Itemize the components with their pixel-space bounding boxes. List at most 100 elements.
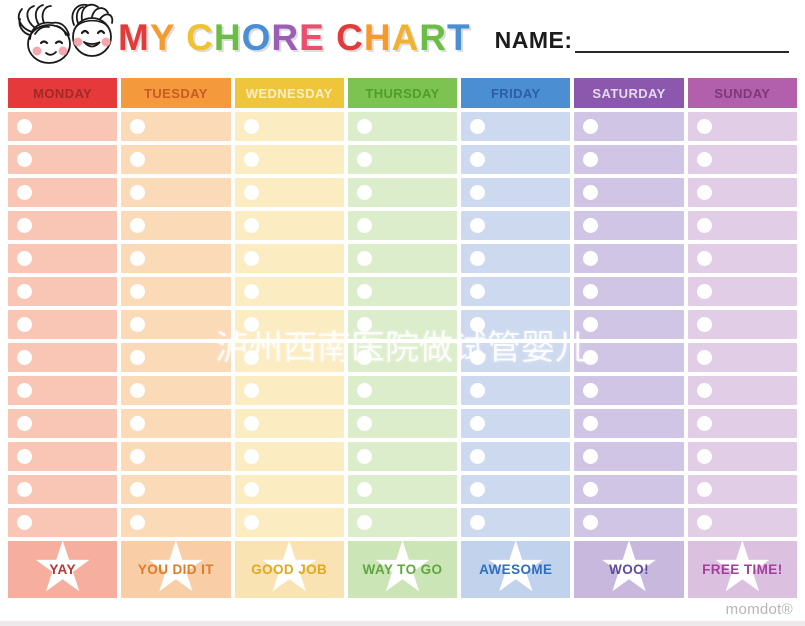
bullet-circle-icon bbox=[583, 284, 599, 299]
bullet-circle-icon bbox=[243, 218, 259, 233]
kids-logo bbox=[12, 1, 116, 76]
bullet-circle-icon bbox=[583, 515, 599, 530]
bullet-circle-icon bbox=[243, 284, 259, 299]
chore-cell bbox=[8, 145, 118, 174]
bullet-circle-icon bbox=[356, 218, 372, 233]
chore-cell bbox=[121, 310, 231, 339]
chore-cell bbox=[234, 343, 344, 372]
chore-cell bbox=[347, 508, 458, 537]
bullet-circle-icon bbox=[356, 482, 372, 497]
reward-label: GOOD JOB bbox=[251, 562, 328, 577]
bullet-circle-icon bbox=[583, 251, 599, 266]
bullet-circle-icon bbox=[17, 515, 32, 530]
chore-cell bbox=[461, 178, 571, 207]
reward-label: YAY bbox=[49, 562, 76, 577]
chore-cell bbox=[687, 145, 797, 174]
reward-cell: ★ FREE TIME! bbox=[687, 532, 797, 602]
bullet-circle-icon bbox=[243, 251, 259, 266]
bullet-circle-icon bbox=[17, 185, 32, 200]
page-title: MY CHORE CHART bbox=[118, 17, 471, 59]
bullet-circle-icon bbox=[130, 383, 146, 398]
chore-cell bbox=[347, 112, 458, 141]
bullet-circle-icon bbox=[696, 251, 712, 266]
title-letter: C bbox=[336, 17, 364, 58]
bullet-circle-icon bbox=[356, 449, 372, 464]
bullet-circle-icon bbox=[470, 449, 486, 464]
chore-cell bbox=[461, 310, 571, 339]
chore-cell bbox=[347, 376, 458, 405]
bullet-circle-icon bbox=[470, 251, 486, 266]
bullet-circle-icon bbox=[696, 152, 712, 167]
chore-cell bbox=[687, 475, 797, 504]
chore-cell bbox=[8, 178, 118, 207]
bullet-circle-icon bbox=[17, 449, 32, 464]
chore-cell bbox=[8, 508, 118, 537]
title-letter: E bbox=[299, 17, 325, 58]
bullet-circle-icon bbox=[243, 416, 259, 431]
title-letter: M bbox=[118, 17, 150, 58]
chore-cell bbox=[234, 442, 344, 471]
bullet-circle-icon bbox=[130, 449, 146, 464]
kids-faces-icon bbox=[18, 3, 114, 64]
bullet-circle-icon bbox=[17, 152, 32, 167]
page-header: MY CHORE CHART NAME: bbox=[0, 0, 805, 76]
name-blank-line bbox=[574, 31, 789, 53]
bullet-circle-icon bbox=[583, 185, 599, 200]
chore-cell bbox=[347, 343, 458, 372]
reward-cell: ★ YAY bbox=[8, 532, 118, 602]
chore-cell bbox=[8, 277, 118, 306]
bullet-circle-icon bbox=[17, 383, 32, 398]
chore-cell bbox=[461, 343, 571, 372]
bullet-circle-icon bbox=[356, 350, 372, 365]
bullet-circle-icon bbox=[243, 152, 259, 167]
watermark-text: 泸州西南医院做试管婴儿 bbox=[215, 328, 589, 368]
chore-cell bbox=[8, 376, 118, 405]
chore-cell bbox=[347, 409, 458, 438]
chore-cell bbox=[121, 244, 231, 273]
bullet-circle-icon bbox=[356, 317, 372, 332]
chore-cell bbox=[687, 442, 797, 471]
bullet-circle-icon bbox=[470, 218, 486, 233]
bullet-circle-icon bbox=[356, 383, 372, 398]
chore-cell bbox=[687, 178, 797, 207]
bullet-circle-icon bbox=[17, 482, 32, 497]
bullet-circle-icon bbox=[243, 383, 259, 398]
chore-cell bbox=[461, 475, 571, 504]
chore-cell bbox=[574, 376, 684, 405]
chore-cell bbox=[8, 211, 118, 240]
day-header: MONDAY bbox=[8, 78, 118, 108]
chore-cell bbox=[8, 343, 118, 372]
bullet-circle-icon bbox=[696, 119, 712, 134]
chore-cell bbox=[121, 145, 231, 174]
chore-cell bbox=[8, 310, 118, 339]
reward-cell: ★ YOU DID IT bbox=[121, 532, 231, 602]
day-header: FRIDAY bbox=[461, 78, 571, 108]
bullet-circle-icon bbox=[130, 482, 146, 497]
chore-cell bbox=[234, 310, 344, 339]
name-label: NAME: bbox=[494, 27, 573, 53]
chore-cell bbox=[121, 112, 231, 141]
bullet-circle-icon bbox=[356, 152, 372, 167]
chore-cell bbox=[121, 343, 231, 372]
bullet-circle-icon bbox=[696, 185, 712, 200]
chore-cell bbox=[461, 376, 571, 405]
bullet-circle-icon bbox=[470, 152, 486, 167]
title-letter: Y bbox=[149, 17, 175, 58]
chore-cell bbox=[574, 112, 684, 141]
reward-cell: ★ AWESOME bbox=[461, 532, 571, 602]
bullet-circle-icon bbox=[696, 284, 712, 299]
bullet-circle-icon bbox=[470, 482, 486, 497]
chore-cell bbox=[687, 508, 797, 537]
chore-cell bbox=[687, 244, 797, 273]
chore-cell bbox=[121, 442, 231, 471]
chore-cell bbox=[687, 376, 797, 405]
bullet-circle-icon bbox=[356, 515, 372, 530]
chore-cell bbox=[8, 442, 118, 471]
chore-cell bbox=[8, 475, 118, 504]
chore-cell bbox=[8, 409, 118, 438]
chore-cell bbox=[574, 244, 684, 273]
bullet-circle-icon bbox=[696, 515, 712, 530]
bullet-circle-icon bbox=[130, 152, 146, 167]
title-letter: R bbox=[271, 17, 300, 58]
chore-cell bbox=[347, 211, 458, 240]
